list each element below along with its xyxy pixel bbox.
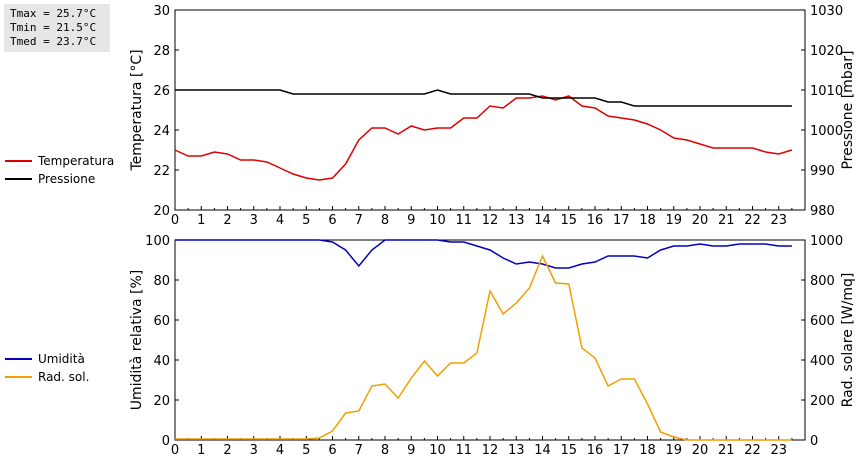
- chart-panel-1: 0 1 2 3 4 5 6 7 8 9 10 11 12 13 14 15 16 17 18 19 20 21 22 2320…: [5, 4, 856, 228]
- y-right-tick-label: 990: [810, 164, 835, 179]
- x-tick-label: 21: [718, 213, 735, 228]
- x-tick-label: 17: [613, 443, 630, 458]
- y-right-tick-label: 800: [810, 274, 835, 289]
- series-line-temperatura: [174, 95, 793, 181]
- x-tick-label: 5: [302, 213, 310, 228]
- x-tick-label: 1: [197, 443, 205, 458]
- x-tick-label: 23: [770, 443, 787, 458]
- x-tick-label: 15: [560, 443, 577, 458]
- legend-label: Umidità: [38, 352, 85, 366]
- y-right-tick-label: 1030: [810, 4, 843, 19]
- x-tick-label: 14: [534, 443, 551, 458]
- x-tick-label: 17: [613, 213, 630, 228]
- x-tick-label: 9: [407, 213, 415, 228]
- x-tick-label: 3: [250, 213, 258, 228]
- x-tick-label: 9: [407, 443, 415, 458]
- y-right-tick-label: 0: [810, 434, 818, 449]
- x-tick-label: 7: [355, 443, 363, 458]
- x-tick-label: 16: [587, 213, 604, 228]
- x-tick-label: 4: [276, 213, 284, 228]
- y-left-tick-label: 20: [153, 204, 170, 219]
- y-left-tick-label: 24: [153, 124, 170, 139]
- plot-frame: [174, 239, 806, 441]
- x-tick-label: 12: [482, 443, 499, 458]
- x-tick-label: 0: [171, 213, 179, 228]
- x-tick-label: 20: [692, 443, 709, 458]
- tmax-text: Tmax = 25.7°C: [10, 7, 97, 20]
- chart-panel-2: 0 1 2 3 4 5 6 7 8 9 10 11 12 13 14 15 16 17 18 19 20 21 22 2302…: [5, 234, 856, 458]
- x-tick-label: 2: [223, 213, 231, 228]
- x-tick-label: 8: [381, 443, 389, 458]
- x-tick-label: 2: [223, 443, 231, 458]
- tmed-text: Tmed = 23.7°C: [10, 35, 97, 48]
- x-tick-label: 20: [692, 213, 709, 228]
- x-tick-label: 11: [455, 443, 472, 458]
- y-left-tick-label: 22: [153, 164, 170, 179]
- x-tick-label: 10: [429, 213, 446, 228]
- y-left-tick-label: 80: [153, 274, 170, 289]
- x-tick-label: 4: [276, 443, 284, 458]
- series-line-umidit: [175, 239, 792, 269]
- series-line-pressione: [175, 89, 792, 107]
- stats-box: Tmax = 25.7°C Tmin = 21.5°C Tmed = 23.7°…: [4, 4, 110, 52]
- x-tick-label: 19: [665, 443, 682, 458]
- x-tick-label: 13: [508, 213, 525, 228]
- x-tick-label: 14: [534, 213, 551, 228]
- y-left-tick-label: 100: [145, 234, 170, 249]
- legend-label: Temperatura: [37, 154, 114, 168]
- x-tick-label: 6: [328, 443, 336, 458]
- tmin-text: Tmin = 21.5°C: [10, 21, 97, 34]
- x-tick-label: 22: [744, 213, 761, 228]
- y-left-tick-label: 26: [153, 84, 170, 99]
- x-tick-label: 23: [770, 213, 787, 228]
- y-right-tick-label: 1020: [810, 44, 843, 59]
- y-left-tick-label: 20: [153, 394, 170, 409]
- x-tick-label: 7: [355, 213, 363, 228]
- x-tick-label: 10: [429, 443, 446, 458]
- x-tick-label: 0: [171, 443, 179, 458]
- x-tick-label: 8: [381, 213, 389, 228]
- y-right-tick-label: 1000: [810, 234, 843, 249]
- y-right-tick-label: 1010: [810, 84, 843, 99]
- y-right-tick-label: 400: [810, 354, 835, 369]
- y-right-axis-label: Pressione [mbar]: [840, 50, 856, 169]
- y-left-tick-label: 40: [153, 354, 170, 369]
- y-left-axis-label: Umidità relativa [%]: [129, 270, 145, 411]
- y-left-tick-label: 0: [162, 434, 170, 449]
- x-tick-label: 15: [560, 213, 577, 228]
- x-tick-label: 12: [482, 213, 499, 228]
- x-tick-label: 19: [665, 213, 682, 228]
- x-tick-label: 6: [328, 213, 336, 228]
- series-line-rad-sol: [175, 254, 792, 441]
- y-right-tick-label: 600: [810, 314, 835, 329]
- x-tick-label: 13: [508, 443, 525, 458]
- x-tick-label: 16: [587, 443, 604, 458]
- x-tick-label: 5: [302, 443, 310, 458]
- x-tick-label: 11: [455, 213, 472, 228]
- y-right-axis-label: Rad. solare [W/mq]: [840, 273, 856, 408]
- y-left-tick-label: 30: [153, 4, 170, 19]
- x-tick-label: 21: [718, 443, 735, 458]
- x-tick-label: 18: [639, 213, 656, 228]
- y-right-tick-label: 980: [810, 204, 835, 219]
- y-right-tick-label: 200: [810, 394, 835, 409]
- x-tick-label: 22: [744, 443, 761, 458]
- plot-frame: [174, 9, 806, 211]
- legend-label: Rad. sol.: [38, 370, 89, 384]
- y-left-axis-label: Temperatura [°C]: [129, 49, 145, 171]
- legend-label: Pressione: [38, 172, 95, 186]
- y-left-tick-label: 28: [153, 44, 170, 59]
- y-left-tick-label: 60: [153, 314, 170, 329]
- x-tick-label: 18: [639, 443, 656, 458]
- x-tick-label: 3: [250, 443, 258, 458]
- y-right-tick-label: 1000: [810, 124, 843, 139]
- x-tick-label: 1: [197, 213, 205, 228]
